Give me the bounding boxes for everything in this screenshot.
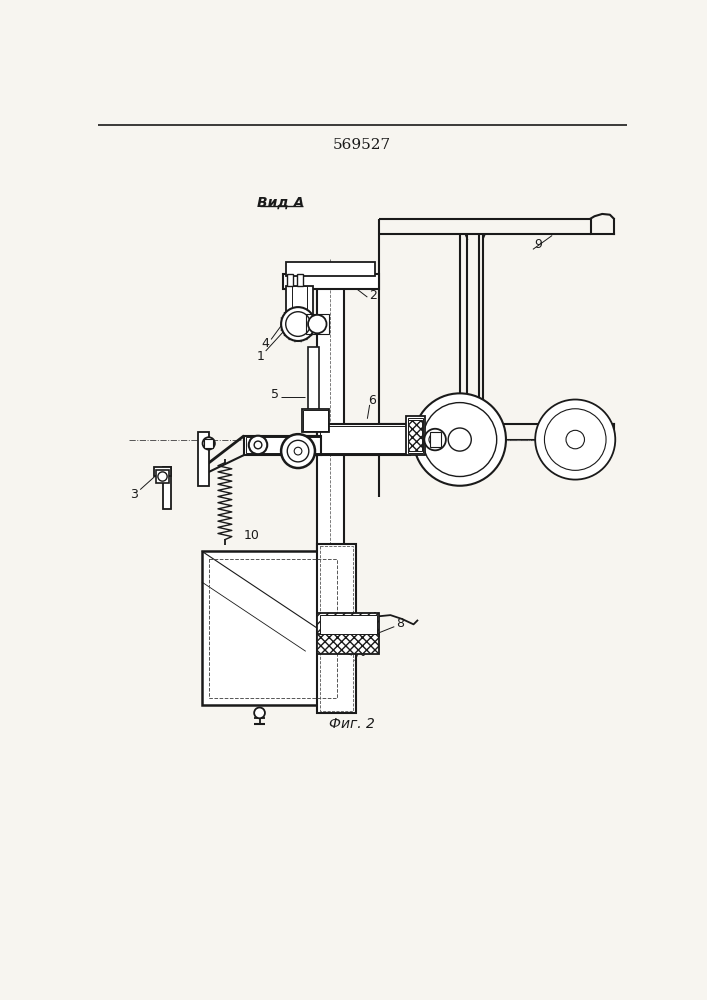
- Bar: [408, 420, 422, 451]
- Text: 1: 1: [257, 350, 265, 363]
- Circle shape: [535, 400, 615, 480]
- Bar: [286, 286, 313, 332]
- Text: +: +: [160, 474, 165, 480]
- Bar: [209, 559, 337, 698]
- Circle shape: [281, 434, 315, 468]
- Bar: [408, 418, 423, 453]
- Circle shape: [249, 436, 267, 454]
- Text: 569527: 569527: [333, 138, 391, 152]
- Bar: [198, 432, 209, 486]
- Circle shape: [287, 440, 309, 462]
- Circle shape: [158, 472, 167, 481]
- Bar: [317, 613, 379, 636]
- Circle shape: [294, 447, 302, 455]
- Circle shape: [424, 429, 446, 450]
- Bar: [303, 410, 328, 431]
- Bar: [201, 551, 344, 705]
- Text: 5: 5: [271, 388, 279, 401]
- Text: 9: 9: [534, 238, 542, 251]
- Bar: [430, 432, 441, 447]
- Circle shape: [286, 312, 310, 336]
- Text: 7°: 7°: [353, 651, 367, 664]
- Circle shape: [414, 393, 506, 486]
- Circle shape: [429, 433, 441, 446]
- Bar: [292, 286, 308, 332]
- Text: 3: 3: [130, 488, 138, 501]
- Bar: [283, 274, 379, 289]
- Bar: [302, 409, 329, 432]
- Circle shape: [308, 315, 327, 333]
- Bar: [156, 470, 169, 483]
- Text: 10: 10: [244, 529, 259, 542]
- Bar: [320, 615, 377, 634]
- Bar: [244, 436, 321, 455]
- Bar: [287, 274, 293, 286]
- Bar: [308, 347, 319, 424]
- Text: Фиг. 2: Фиг. 2: [329, 717, 375, 731]
- Bar: [317, 424, 409, 455]
- Bar: [317, 544, 356, 713]
- Bar: [296, 274, 303, 286]
- Bar: [320, 546, 354, 711]
- Circle shape: [448, 428, 472, 451]
- Circle shape: [281, 307, 315, 341]
- Circle shape: [254, 708, 265, 718]
- Bar: [154, 466, 171, 476]
- Text: +: +: [204, 439, 211, 448]
- Bar: [204, 439, 214, 448]
- Bar: [320, 426, 407, 453]
- Bar: [317, 634, 379, 654]
- Bar: [317, 274, 344, 690]
- Text: 6: 6: [368, 394, 376, 407]
- Text: 4: 4: [262, 337, 269, 350]
- Circle shape: [544, 409, 606, 470]
- Text: 8: 8: [397, 617, 404, 630]
- Circle shape: [254, 441, 262, 449]
- Bar: [246, 437, 320, 453]
- Text: Вид А: Вид А: [257, 195, 305, 209]
- Circle shape: [203, 437, 215, 450]
- Bar: [163, 466, 171, 509]
- Circle shape: [423, 403, 497, 477]
- Bar: [286, 262, 375, 276]
- Text: 2: 2: [370, 289, 378, 302]
- Bar: [305, 314, 329, 334]
- Circle shape: [566, 430, 585, 449]
- Bar: [406, 416, 425, 455]
